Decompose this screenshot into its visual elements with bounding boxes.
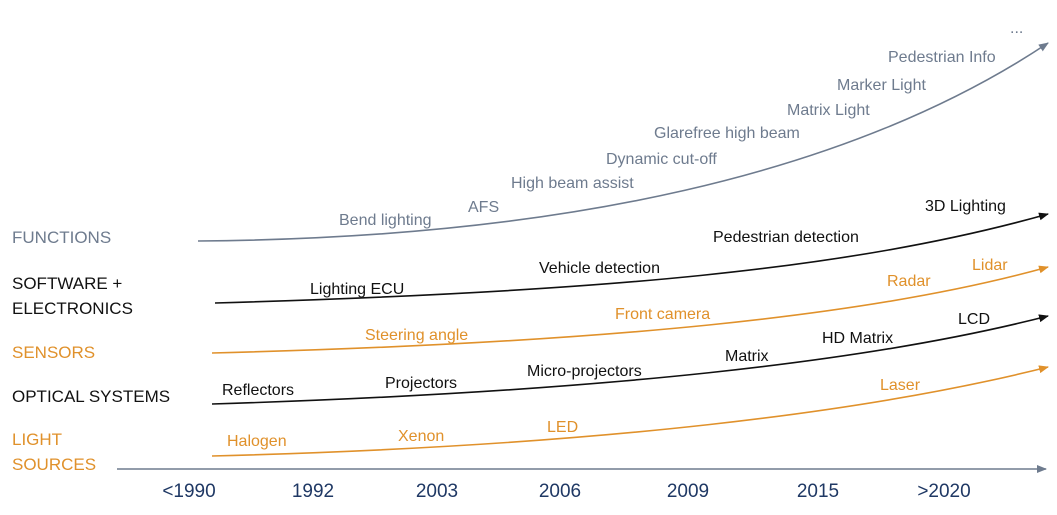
- year-label: 2003: [415, 481, 459, 502]
- year-label: 2015: [796, 481, 840, 502]
- sensors-curve: [211, 265, 1049, 354]
- optical-systems-curve: [211, 314, 1049, 405]
- milestone-marker-light: Marker Light: [837, 77, 926, 94]
- milestone-hd-matrix: HD Matrix: [822, 330, 894, 347]
- milestone-projectors: Projectors: [385, 375, 458, 392]
- milestone-front-camera: Front camera: [615, 306, 711, 323]
- functions-curve: [197, 42, 1049, 242]
- category-line: SENSORS: [12, 343, 96, 362]
- milestone-pedestrian-info: Pedestrian Info: [888, 49, 996, 66]
- functions-ellipsis: ...: [1010, 20, 1024, 37]
- milestone-glarefree-high-beam: Glarefree high beam: [654, 125, 800, 142]
- milestone-halogen: Halogen: [227, 433, 287, 450]
- year-label: 2009: [666, 481, 710, 502]
- milestone-matrix: Matrix: [725, 348, 769, 365]
- milestone-afs: AFS: [468, 199, 500, 216]
- category-functions: FUNCTIONS: [12, 225, 111, 250]
- light-sources-curve: [211, 365, 1049, 457]
- year-label: 1992: [291, 481, 335, 502]
- category-line: FUNCTIONS: [12, 228, 112, 247]
- milestone-vehicle-detection: Vehicle detection: [539, 260, 660, 277]
- milestone-3d-lighting: 3D Lighting: [925, 198, 1006, 215]
- category-light-sources: LIGHT SOURCES: [12, 427, 96, 477]
- year-label: 2006: [538, 481, 582, 502]
- category-sensors: SENSORS: [12, 340, 95, 365]
- milestone-laser: Laser: [880, 377, 921, 394]
- milestone-dynamic-cut-off: Dynamic cut-off: [606, 151, 717, 168]
- category-optical-systems: OPTICAL SYSTEMS: [12, 384, 170, 409]
- milestone-lidar: Lidar: [972, 257, 1008, 274]
- category-line: SOFTWARE +: [12, 274, 123, 293]
- milestone-radar: Radar: [887, 273, 931, 290]
- milestone-matrix-light: Matrix Light: [787, 102, 870, 119]
- milestone-steering-angle: Steering angle: [365, 327, 469, 344]
- milestone-lcd: LCD: [958, 311, 991, 328]
- year-label: >2020: [917, 481, 971, 502]
- category-software-electronics: SOFTWARE + ELECTRONICS: [12, 271, 133, 321]
- year-label: <1990: [162, 481, 216, 502]
- milestone-bend-lighting: Bend lighting: [339, 212, 432, 229]
- category-line: LIGHT: [12, 430, 63, 449]
- software-electronics-curve: [214, 212, 1049, 304]
- milestone-reflectors: Reflectors: [222, 382, 295, 399]
- milestone-micro-projectors: Micro-projectors: [527, 363, 642, 380]
- category-line: OPTICAL SYSTEMS: [12, 387, 171, 406]
- milestone-xenon: Xenon: [398, 428, 445, 445]
- milestone-pedestrian-detection: Pedestrian detection: [713, 229, 859, 246]
- milestone-lighting-ecu: Lighting ECU: [310, 281, 405, 298]
- milestone-high-beam-assist: High beam assist: [511, 175, 634, 192]
- milestone-led: LED: [547, 419, 579, 436]
- category-line: ELECTRONICS: [12, 299, 133, 318]
- category-line: SOURCES: [12, 455, 97, 474]
